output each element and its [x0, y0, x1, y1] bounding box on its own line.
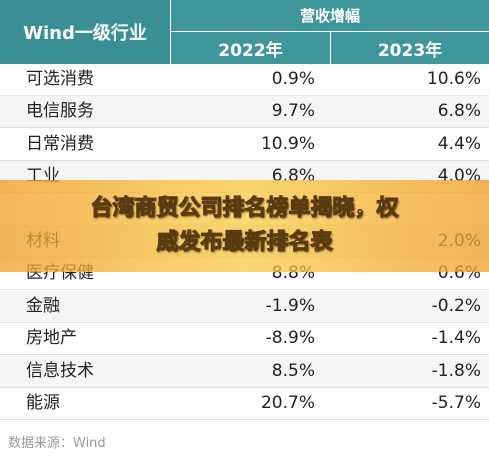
table-row: 电信服务 9.7% 6.8% — [0, 96, 489, 129]
industry-cell: 金融 — [26, 295, 60, 316]
banner-line: 台湾商贸公司排名榜单揭晓，权 — [90, 196, 399, 222]
banner-line: 威发布最新排名表 — [156, 230, 333, 256]
industry-cell: 电信服务 — [26, 101, 94, 122]
value-cell: 10.9% — [260, 133, 315, 154]
value-cell: 0.9% — [271, 69, 315, 89]
industry-cell: 能源 — [26, 393, 60, 413]
footer: 数据来源：Wind — [8, 436, 106, 451]
value-cell: -1.8% — [431, 360, 481, 381]
year-header: 2023年 — [330, 32, 489, 64]
value-cell: 9.7% — [271, 101, 315, 122]
group-header: 营收增幅 — [170, 0, 489, 32]
table-row: 信息技术 8.5% -1.8% — [0, 355, 489, 388]
industry-cell: 信息技术 — [26, 360, 94, 381]
industry-cell: 房地产 — [26, 328, 77, 349]
table-row: 房地产 -8.9% -1.4% — [0, 323, 489, 356]
value-cell: -0.2% — [431, 295, 481, 316]
value-cell: -1.9% — [265, 295, 315, 316]
value-cell: 6.8% — [437, 101, 481, 122]
corner-header: Wind一级行业 — [0, 0, 170, 64]
value-cell: -1.4% — [431, 328, 481, 349]
value-cell: 4.4% — [437, 133, 481, 154]
industry-cell: 日常消费 — [26, 133, 94, 154]
table-row: 日常消费 10.9% 4.4% — [0, 129, 489, 161]
value-cell: -8.9% — [265, 328, 315, 349]
value-cell: 20.7% — [260, 393, 315, 413]
banner: 台湾商贸公司排名榜单揭晓，权 威发布最新排名表 — [0, 180, 489, 272]
value-cell: 8.5% — [271, 360, 315, 381]
value-cell: -5.7% — [431, 393, 481, 413]
table-row: 能源 20.7% -5.7% — [0, 388, 489, 420]
table-row: 可选消费 0.9% 10.6% — [0, 64, 489, 96]
table-row: 金融 -1.9% -0.2% — [0, 290, 489, 323]
year-header: 2022年 — [170, 32, 330, 64]
value-cell: 10.6% — [426, 69, 481, 89]
industry-cell: 可选消费 — [26, 69, 94, 89]
